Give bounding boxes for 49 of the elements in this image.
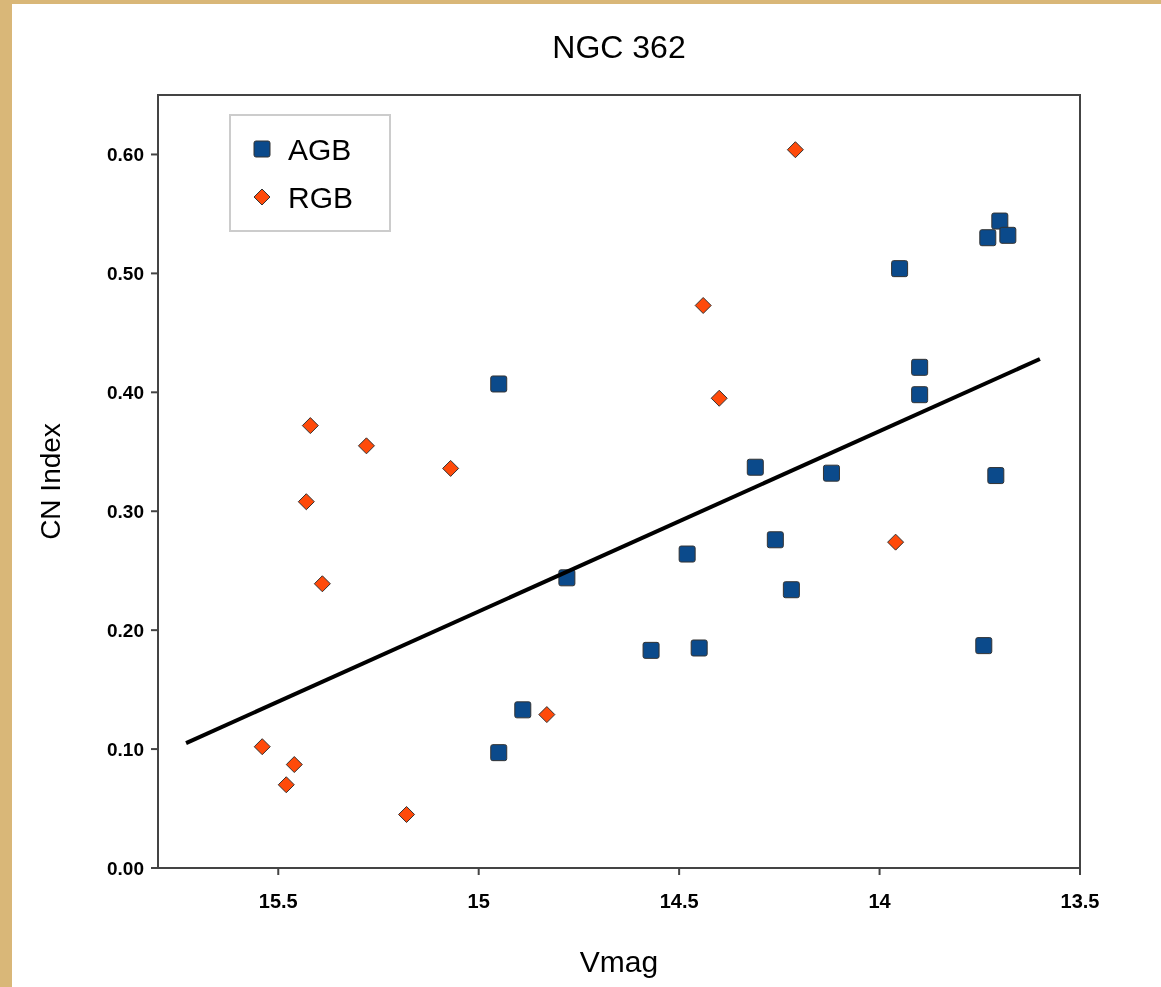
point (253, 738, 271, 756)
point (642, 641, 660, 659)
point (822, 464, 840, 482)
y-tick-label: 0.50 (107, 263, 144, 285)
point (297, 493, 315, 511)
point (678, 545, 696, 563)
x-tick-label: 13.5 (1060, 890, 1100, 912)
point (710, 389, 728, 407)
y-tick-label: 0.40 (107, 382, 144, 404)
point (301, 417, 319, 435)
point (514, 701, 532, 719)
chart-title: NGC 362 (552, 29, 686, 65)
point (538, 706, 556, 724)
point (442, 459, 460, 477)
point (975, 637, 993, 655)
point (782, 581, 800, 599)
point (987, 467, 1005, 485)
x-tick-label: 14.5 (659, 890, 699, 912)
x-tick-label: 15.5 (258, 890, 298, 912)
point (490, 375, 508, 393)
y-tick-label: 0.60 (107, 144, 144, 166)
point (999, 226, 1017, 244)
x-tick-label: 15 (467, 890, 490, 912)
point (887, 533, 905, 551)
y-axis-title: CN Index (35, 423, 66, 540)
point (398, 805, 416, 823)
x-axis-title: Vmag (579, 945, 659, 978)
point (746, 458, 764, 476)
point (766, 531, 784, 549)
point (694, 296, 712, 314)
point (690, 639, 708, 657)
legend-label: RGB (288, 181, 354, 214)
y-tick-label: 0.20 (107, 620, 144, 642)
y-tick-label: 0.30 (107, 501, 144, 523)
y-tick-label: 0.00 (107, 858, 144, 879)
point (277, 776, 295, 794)
point (911, 386, 929, 404)
point (285, 756, 303, 774)
point (357, 437, 375, 455)
point (786, 141, 804, 159)
point (991, 212, 1009, 230)
legend-label: AGB (288, 133, 352, 166)
point (979, 229, 997, 247)
point (490, 744, 508, 762)
point (891, 260, 909, 278)
point (313, 575, 331, 593)
point (911, 358, 929, 376)
y-tick-label: 0.10 (107, 739, 144, 761)
x-tick-label: 14 (868, 890, 892, 912)
